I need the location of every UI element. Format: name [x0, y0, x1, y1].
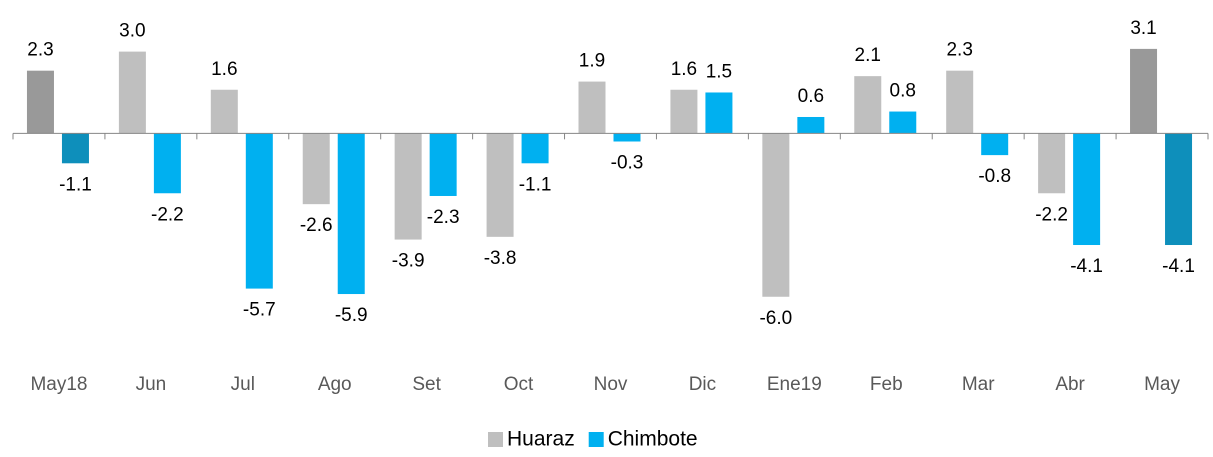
x-tick-label: Feb — [870, 374, 903, 395]
x-tick-label: Abr — [1055, 374, 1085, 395]
x-tick-label: Ago — [318, 374, 352, 395]
bar — [981, 133, 1009, 156]
data-label: -0.3 — [611, 153, 644, 174]
data-label: -2.3 — [427, 207, 460, 228]
data-label: -1.1 — [519, 174, 552, 195]
data-label: 2.3 — [946, 40, 972, 61]
data-label: 1.6 — [671, 59, 697, 80]
data-label: -0.8 — [978, 166, 1011, 187]
data-label: -4.1 — [1070, 256, 1103, 277]
data-label: 3.0 — [119, 21, 145, 42]
data-label: 2.3 — [27, 40, 53, 61]
data-label: -5.7 — [243, 300, 276, 321]
x-tick-label: Set — [412, 374, 441, 395]
bar — [245, 133, 273, 289]
bar — [762, 133, 790, 297]
x-tick-label: Oct — [504, 374, 534, 395]
bar — [61, 133, 89, 164]
x-tick-label: Dic — [689, 374, 716, 395]
data-label: -3.9 — [392, 251, 425, 272]
data-label: -4.1 — [1162, 256, 1195, 277]
bar — [26, 70, 54, 134]
bar — [797, 116, 825, 134]
bar — [394, 133, 422, 240]
bar — [210, 89, 238, 134]
data-label: -1.1 — [59, 174, 92, 195]
bar — [153, 133, 181, 194]
bar — [613, 133, 641, 142]
bar — [705, 92, 733, 134]
data-label: -2.2 — [1035, 204, 1068, 225]
x-tick-label: May18 — [30, 374, 87, 395]
bar — [118, 51, 146, 134]
bar — [1130, 48, 1158, 134]
bar — [946, 70, 974, 134]
bar — [1038, 133, 1066, 194]
legend-label: Huaraz — [507, 428, 575, 451]
x-tick-label: Nov — [594, 374, 628, 395]
data-label: 1.9 — [579, 51, 605, 72]
bar — [521, 133, 549, 164]
bar — [302, 133, 330, 205]
data-label: 2.1 — [855, 45, 881, 66]
data-label: 0.8 — [890, 81, 916, 102]
bar — [429, 133, 457, 196]
x-tick-label: May — [1144, 374, 1180, 395]
legend-swatch — [588, 432, 604, 447]
bar — [854, 76, 882, 134]
bar — [578, 81, 606, 134]
legend-swatch — [488, 432, 503, 447]
bar — [670, 89, 698, 134]
data-label: -6.0 — [759, 308, 792, 329]
data-label: 1.6 — [211, 59, 237, 80]
data-label: 0.6 — [798, 86, 824, 107]
bar — [1165, 133, 1193, 246]
x-tick-label: Jul — [231, 374, 255, 395]
data-label: -2.6 — [300, 215, 333, 236]
data-label: -5.9 — [335, 305, 368, 326]
bar — [337, 133, 365, 295]
x-tick-label: Mar — [962, 374, 995, 395]
data-label: 1.5 — [706, 61, 732, 82]
x-tick-label: Jun — [136, 374, 167, 395]
legend-label: Chimbote — [608, 428, 698, 451]
data-label: 3.1 — [1130, 18, 1156, 39]
bar — [889, 111, 917, 134]
bar — [486, 133, 514, 237]
x-tick-label: Ene19 — [767, 374, 822, 395]
bar — [1073, 133, 1101, 246]
data-label: -2.2 — [151, 204, 184, 225]
data-label: -3.8 — [484, 248, 517, 269]
